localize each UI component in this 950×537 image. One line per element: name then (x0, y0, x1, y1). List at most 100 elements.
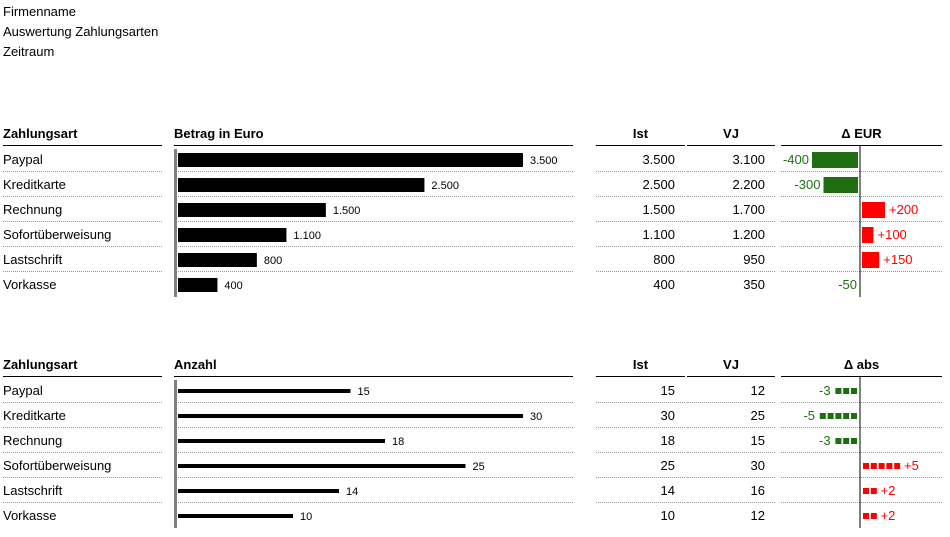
delta-bar (812, 152, 858, 168)
header-rule (596, 145, 685, 146)
bar (178, 278, 218, 292)
row-divider (687, 246, 775, 247)
row-label: Paypal (3, 383, 43, 398)
row-divider (781, 271, 942, 272)
row-divider (3, 452, 162, 453)
delta-label: -3 (819, 433, 831, 448)
delta-square (851, 438, 857, 444)
header-rule (596, 376, 685, 377)
row-divider (174, 196, 573, 197)
row-label: Kreditkarte (3, 177, 66, 192)
delta-label: +100 (878, 227, 907, 242)
row-divider (781, 452, 942, 453)
row-divider (3, 271, 162, 272)
header-rule (3, 376, 162, 377)
row-divider (3, 171, 162, 172)
row-divider (687, 171, 775, 172)
header-zahlungsart: Zahlungsart (3, 357, 78, 372)
delta-square (851, 388, 857, 394)
row-ist: 2.500 (642, 177, 675, 192)
delta-square (827, 413, 834, 419)
row-divider (174, 402, 573, 403)
delta-square (835, 388, 842, 394)
row-divider (687, 427, 775, 428)
bar-value-label: 30 (530, 411, 542, 423)
row-divider (781, 196, 942, 197)
header-rule (687, 145, 775, 146)
bar (178, 228, 287, 242)
delta-label: -300 (794, 177, 820, 192)
row-divider (781, 502, 942, 503)
row-vj: 12 (750, 508, 765, 523)
row-vj: 30 (750, 458, 765, 473)
delta-label: +5 (904, 458, 919, 473)
delta-square (819, 413, 826, 419)
header-zahlungsart: Zahlungsart (3, 126, 78, 141)
bar (178, 389, 351, 393)
row-divider (174, 452, 573, 453)
row-divider (781, 171, 942, 172)
row-label: Lastschrift (3, 252, 63, 267)
header-chart-title: Anzahl (174, 357, 217, 372)
row-divider (3, 246, 162, 247)
row-vj: 12 (750, 383, 765, 398)
bar (178, 414, 523, 418)
row-divider (596, 427, 685, 428)
row-ist: 10 (660, 508, 675, 523)
row-divider (596, 171, 685, 172)
bar (178, 439, 385, 443)
delta-square (835, 438, 842, 444)
row-ist: 1.100 (642, 227, 675, 242)
row-divider (687, 452, 775, 453)
delta-label: -400 (783, 152, 809, 167)
row-vj: 15 (750, 433, 765, 448)
bar-value-label: 1.100 (293, 230, 321, 242)
row-label: Kreditkarte (3, 408, 66, 423)
row-divider (596, 452, 685, 453)
row-divider (687, 221, 775, 222)
delta-square (851, 413, 857, 419)
row-label: Paypal (3, 152, 43, 167)
delta-square (863, 463, 869, 469)
row-divider (3, 221, 162, 222)
bar-value-label: 18 (392, 436, 404, 448)
header-chart-title: Betrag in Euro (174, 126, 264, 141)
row-vj: 350 (743, 277, 765, 292)
row-divider (3, 196, 162, 197)
delta-square (863, 488, 869, 494)
row-divider (781, 221, 942, 222)
delta-label: +150 (883, 252, 912, 267)
header-ist: Ist (632, 357, 649, 372)
delta-bar (823, 177, 858, 193)
bar (178, 153, 523, 167)
row-vj: 1.700 (732, 202, 765, 217)
delta-square (870, 513, 877, 519)
row-vj: 2.200 (732, 177, 765, 192)
delta-square (843, 388, 850, 394)
delta-square (835, 413, 842, 419)
row-divider (174, 171, 573, 172)
row-divider (781, 477, 942, 478)
header-vj: VJ (723, 126, 739, 141)
row-ist: 14 (660, 483, 675, 498)
row-ist: 30 (660, 408, 675, 423)
header-rule (174, 145, 573, 146)
row-divider (596, 477, 685, 478)
row-label: Rechnung (3, 202, 63, 217)
bar-axis (174, 149, 177, 297)
row-divider (596, 271, 685, 272)
delta-square (870, 488, 877, 494)
header-rule (3, 145, 162, 146)
row-label: Lastschrift (3, 483, 63, 498)
row-ist: 25 (660, 458, 675, 473)
row-divider (3, 502, 162, 503)
delta-label: -5 (803, 408, 815, 423)
row-vj: 3.100 (732, 152, 765, 167)
delta-square (870, 463, 877, 469)
row-ist: 800 (653, 252, 675, 267)
row-vj: 25 (750, 408, 765, 423)
delta-square (886, 463, 893, 469)
bar-value-label: 3.500 (530, 155, 558, 167)
row-divider (687, 502, 775, 503)
